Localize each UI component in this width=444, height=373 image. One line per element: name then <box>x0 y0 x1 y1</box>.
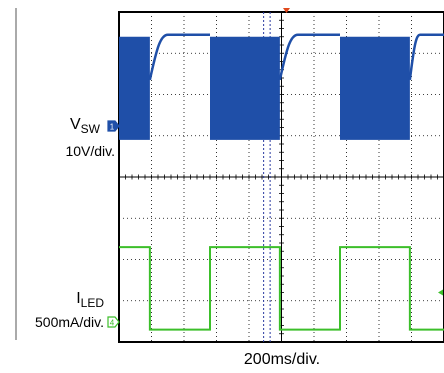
time-cursors <box>263 12 271 342</box>
channel-markers: 14 <box>107 120 443 328</box>
vsw-switching-burst <box>340 36 410 140</box>
vsw-channel-marker-icon: 1 <box>107 120 120 132</box>
vsw-high-segment <box>408 33 444 81</box>
vsw-scale: 10V/div. <box>65 143 115 159</box>
vsw-high-segment <box>148 33 210 81</box>
vsw-channel-marker-icon-number: 1 <box>110 123 115 132</box>
vsw-label: VSW <box>70 116 101 136</box>
right-edge-arrow-icon <box>438 289 443 296</box>
iled-channel-marker-icon-shape <box>107 316 120 328</box>
vsw-high-segment <box>278 33 340 81</box>
vsw-channel-marker-icon-shape <box>107 120 120 132</box>
vsw-switching-burst <box>210 36 280 140</box>
iled-channel-marker-icon: 4 <box>107 316 120 328</box>
iled-trace <box>119 246 444 331</box>
trigger-marker-icon <box>283 8 290 13</box>
trace-layer <box>119 33 444 331</box>
iled-scale: 500mA/div. <box>35 314 104 330</box>
vsw-switching-burst <box>119 36 150 140</box>
x-axis-label: 200ms/div. <box>244 351 320 368</box>
iled-label: ILED <box>76 290 104 310</box>
iled-channel-marker-icon-number: 4 <box>110 319 115 328</box>
